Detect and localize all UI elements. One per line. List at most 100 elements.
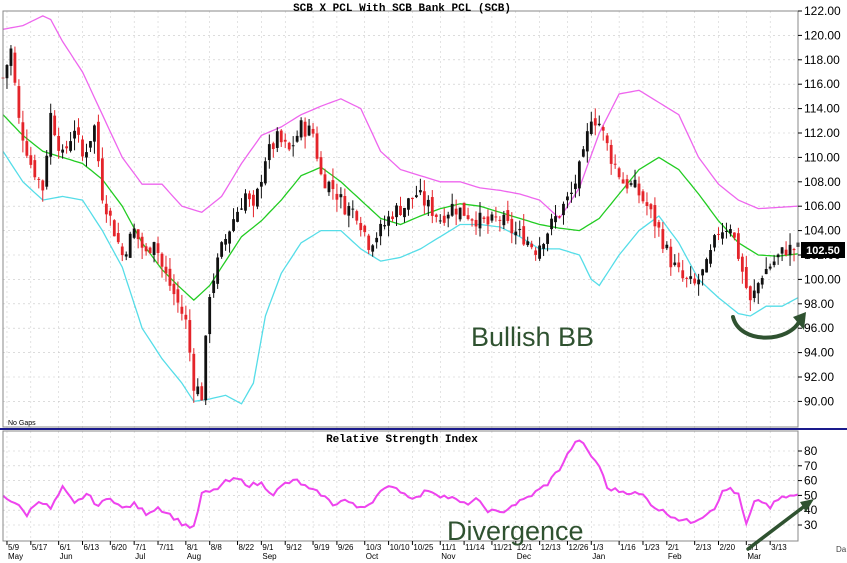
candle-down [367,235,371,250]
candle-up [232,219,235,231]
candle-up [426,199,430,207]
candle-down [112,220,116,237]
candle-up [721,232,724,239]
date-tick-label: 10/10 [390,543,411,552]
candle-up [713,235,716,248]
chart-texts: SCB X PCL With SCB Bank PCL (SCB) No Gap… [8,3,847,554]
candle-up [629,183,633,185]
date-tick-label: 7/11 [159,543,175,552]
price-tick-label: 122.00 [804,4,841,18]
candle-up [633,179,637,188]
candle-down [474,219,478,227]
candle-up [756,283,760,294]
last-price-marker: 102.50 [801,242,845,258]
divergence-annotation: Divergence [447,516,584,546]
month-label: Dec [517,552,531,561]
candles [1,45,800,406]
date-tick-label: 1/23 [644,543,660,552]
date-tick-label: 3/13 [771,543,787,552]
upper-bollinger-band [2,15,799,220]
date-tick-label: 8/8 [211,543,223,552]
candle-down [120,246,124,256]
candle-up [375,237,379,243]
candle-down [363,225,367,233]
candle-up [526,241,530,246]
rsi-plot-frame [2,430,799,542]
candle-up [327,181,331,193]
candle-up [566,196,569,201]
candle-up [538,245,542,259]
date-tick-label: 11/21 [493,543,513,552]
candle-down [359,222,363,231]
month-label: Feb [668,552,682,561]
candle-up [673,262,677,265]
candle-up [562,203,565,216]
candle-up [546,233,549,244]
date-tick-label: 5/17 [32,543,48,552]
candle-down [657,222,661,228]
candle-up [705,259,708,273]
candle-down [621,179,625,184]
candle-down [601,127,605,131]
candle-down [144,246,148,252]
candle-up [383,225,386,227]
date-tick-label: 6/1 [60,543,72,552]
candle-down [625,179,629,189]
candle-up [768,266,772,269]
candle-down [29,155,33,165]
candle-up [518,228,522,230]
candle-up [132,228,136,238]
candle-down [685,277,689,279]
candle-down [97,121,100,162]
price-tick-label: 92.00 [804,370,834,384]
annotation-arrows [731,312,814,551]
candle-up [263,161,267,184]
month-label: Sep [262,552,277,561]
candle-down [736,233,740,259]
candle-down [200,386,204,401]
candle-down [315,133,319,159]
lower-bollinger-band [2,150,799,405]
price-plot-frame [2,10,799,428]
candle-up [490,214,494,221]
candle-up [701,269,704,276]
candle-up [570,192,573,195]
candle-down [279,130,283,143]
candle-down [613,163,617,165]
candle-up [89,141,92,148]
candle-up [665,244,669,249]
candle-up [788,244,792,256]
candle-up [69,141,72,151]
candle-down [792,249,796,251]
candle-down [740,256,744,272]
candle-down [81,139,84,157]
candle-down [466,215,470,220]
candle-down [252,194,255,206]
divergence-arrowhead [800,499,814,512]
candle-up [152,242,156,255]
candle-up [45,155,49,187]
candle-down [399,205,402,216]
candle-up [574,183,577,190]
candle-down [156,243,160,253]
candle-up [275,131,279,148]
date-tick-label: 10/25 [413,543,434,552]
candle-down [21,122,25,141]
candle-up [240,208,243,210]
candle-up [5,65,9,79]
candle-up [752,290,756,299]
candle-up [73,130,76,139]
candle-up [61,149,65,153]
date-tick-label: 1/16 [620,543,636,552]
month-label: Nov [441,552,455,561]
candle-up [387,216,390,226]
candle-down [248,193,251,200]
date-tick-label: 7/1 [135,543,147,552]
rsi-tick-label: 70 [804,459,818,473]
candle-up [291,145,295,147]
candle-up [49,112,53,157]
candle-down [172,283,176,295]
month-label: May [8,552,23,561]
candle-down [498,219,502,221]
candle-up [776,254,780,258]
